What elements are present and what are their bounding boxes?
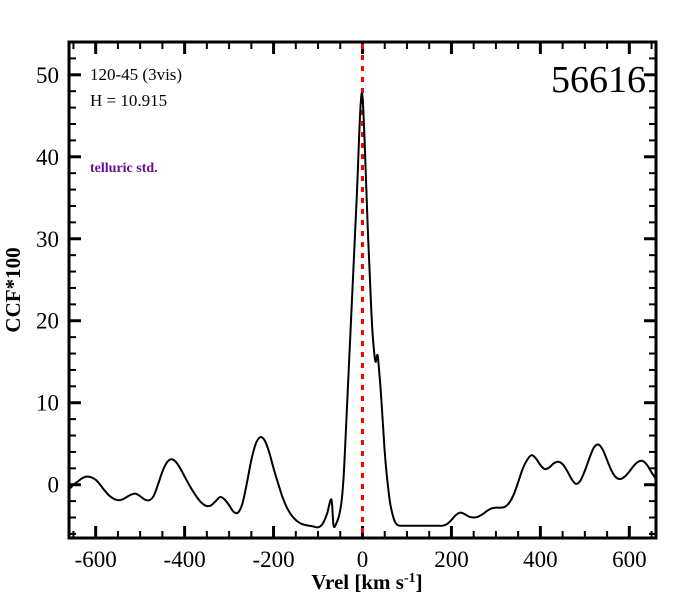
y-tick-label: 10 [36, 391, 59, 416]
y-tick-label: 0 [48, 473, 60, 498]
y-tick-label: 20 [36, 309, 59, 334]
x-tick-label: -400 [164, 547, 206, 572]
x-tick-label: -600 [75, 547, 117, 572]
ccf-curve-path [69, 92, 656, 529]
x-tick-label: 400 [523, 547, 558, 572]
x-tick-label: 200 [434, 547, 469, 572]
x-tick-label: 0 [357, 547, 369, 572]
ccf-data-curve [69, 92, 656, 529]
x-tick-label: -200 [252, 547, 294, 572]
y-axis-major-ticks [69, 73, 656, 487]
y-tick-label: 50 [36, 63, 59, 88]
x-tick-label: 600 [612, 547, 647, 572]
x-axis-title: Vrel [km s-1] [311, 570, 422, 594]
annotation-magnitude: H = 10.915 [90, 91, 167, 110]
y-axis-tick-labels: 0 10 20 30 40 50 [36, 63, 59, 498]
y-tick-label: 30 [36, 227, 59, 252]
x-axis-tick-labels: -600 -400 -200 0 200 400 600 [75, 547, 647, 572]
annotation-target-id: 120-45 (3vis) [90, 65, 182, 84]
annotation-telluric-std: telluric std. [90, 161, 158, 176]
y-axis-minor-ticks [69, 41, 656, 535]
y-tick-label: 40 [36, 145, 59, 170]
x-axis-minor-ticks [72, 42, 653, 538]
y-axis-title: CCF*100 [1, 247, 25, 332]
mjd-label: 56616 [551, 59, 646, 101]
